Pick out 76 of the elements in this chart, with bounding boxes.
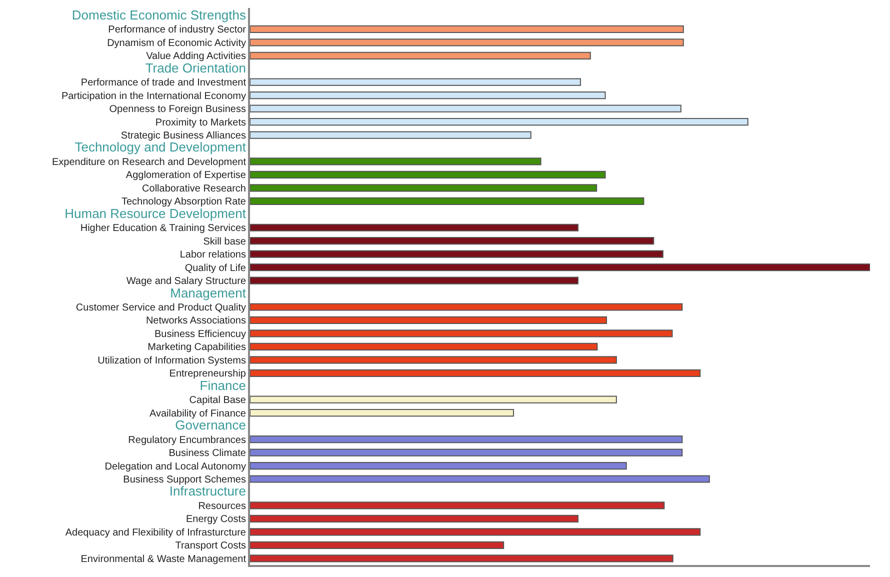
bar bbox=[250, 170, 606, 179]
y-tick-label: Human Resource Development bbox=[64, 206, 246, 221]
bar bbox=[250, 224, 578, 232]
y-tick-label: Collaborative Research bbox=[142, 183, 246, 194]
bar bbox=[250, 541, 504, 549]
y-tick-label: Labor relations bbox=[180, 250, 246, 261]
bar bbox=[250, 276, 578, 284]
bar bbox=[250, 264, 870, 272]
y-tick-label: Environmental & Waste Management bbox=[80, 554, 246, 565]
bar bbox=[250, 118, 748, 126]
y-tick-label: Quality of Life bbox=[184, 262, 246, 274]
bar bbox=[250, 475, 710, 483]
y-tick-label: Performance of industry Sector bbox=[108, 24, 247, 36]
bar bbox=[250, 237, 654, 245]
y-tick-label: Technology and Development bbox=[74, 140, 246, 155]
y-tick-label: Trade Orientation bbox=[145, 60, 246, 76]
bar bbox=[250, 25, 684, 33]
bar bbox=[250, 158, 542, 166]
bar bbox=[250, 409, 514, 417]
y-tick-label: Marketing Capabilities bbox=[148, 342, 246, 354]
bar bbox=[250, 396, 617, 404]
bar bbox=[250, 303, 683, 311]
bar bbox=[250, 554, 674, 562]
bar bbox=[250, 38, 684, 46]
y-tick-label: Transport Costs bbox=[175, 540, 246, 552]
bar bbox=[250, 356, 617, 364]
bar bbox=[250, 502, 665, 510]
y-tick-label: Entrepreneurship bbox=[169, 368, 246, 380]
bar bbox=[250, 342, 598, 351]
y-tick-label: Expenditure on Research and Development bbox=[52, 156, 246, 168]
bar bbox=[250, 52, 591, 60]
y-tick-label: Higher Education & Training Services bbox=[80, 223, 246, 234]
y-tick-label: Business Efficiencuy bbox=[154, 328, 246, 340]
bar bbox=[250, 514, 578, 522]
y-tick-label: Performance of trade and Investment bbox=[80, 78, 246, 89]
y-tick-label: Networks Associations bbox=[146, 316, 246, 327]
bar bbox=[250, 197, 644, 205]
y-tick-label: Technology Absorption Rate bbox=[121, 196, 246, 208]
y-tick-label: Infrastructure bbox=[169, 484, 246, 499]
bar bbox=[250, 528, 701, 536]
y-tick-label: Finance bbox=[200, 378, 246, 393]
y-tick-label: Value Adding Activities bbox=[146, 51, 246, 62]
y-tick-label: Availability of Finance bbox=[149, 408, 246, 420]
y-tick-label: Customer Service and Product Quality bbox=[76, 302, 246, 314]
y-tick-label: Delegation and Local Autonomy bbox=[104, 461, 246, 472]
y-tick-label: Participation in the International Economy bbox=[61, 90, 246, 102]
y-tick-label: Domestic Economic Strengths bbox=[72, 7, 246, 22]
y-tick-label: Resources bbox=[198, 500, 246, 512]
bar bbox=[250, 131, 532, 139]
bar bbox=[250, 104, 682, 112]
bar bbox=[250, 448, 683, 456]
y-tick-label: Strategic Business Alliances bbox=[120, 130, 246, 142]
y-tick-label: Governance bbox=[175, 418, 246, 433]
y-tick-label: Capital Base bbox=[189, 395, 246, 406]
bar bbox=[250, 250, 664, 258]
y-tick-label: Business Support Schemes bbox=[123, 474, 246, 486]
y-tick-label: Proximity to Markets bbox=[155, 117, 246, 128]
y-tick-label: Openness to Foreign Business bbox=[109, 104, 246, 116]
bar bbox=[250, 184, 598, 192]
bar bbox=[250, 316, 607, 324]
y-tick-label: Agglomeration of Expertise bbox=[126, 170, 246, 182]
bar bbox=[250, 462, 627, 470]
bar bbox=[250, 78, 581, 86]
y-tick-label: Wage and Salary Structure bbox=[126, 276, 246, 288]
bar bbox=[250, 369, 701, 377]
y-tick-label: Regulatory Encumbrances bbox=[128, 434, 246, 446]
bar bbox=[250, 330, 673, 338]
bar bbox=[250, 92, 606, 100]
bar bbox=[250, 436, 683, 444]
y-tick-label: Dynamism of Economic Activity bbox=[107, 38, 246, 49]
y-tick-label: Business Climate bbox=[168, 448, 246, 460]
y-tick-label: Management bbox=[170, 285, 246, 300]
y-tick-label: Adequacy and Flexibility of Infrasturcture bbox=[65, 527, 246, 538]
y-tick-label: Energy Costs bbox=[186, 514, 246, 526]
y-tick-label: Skill base bbox=[203, 236, 246, 248]
y-tick-label: Utilization of Information Systems bbox=[98, 355, 246, 366]
